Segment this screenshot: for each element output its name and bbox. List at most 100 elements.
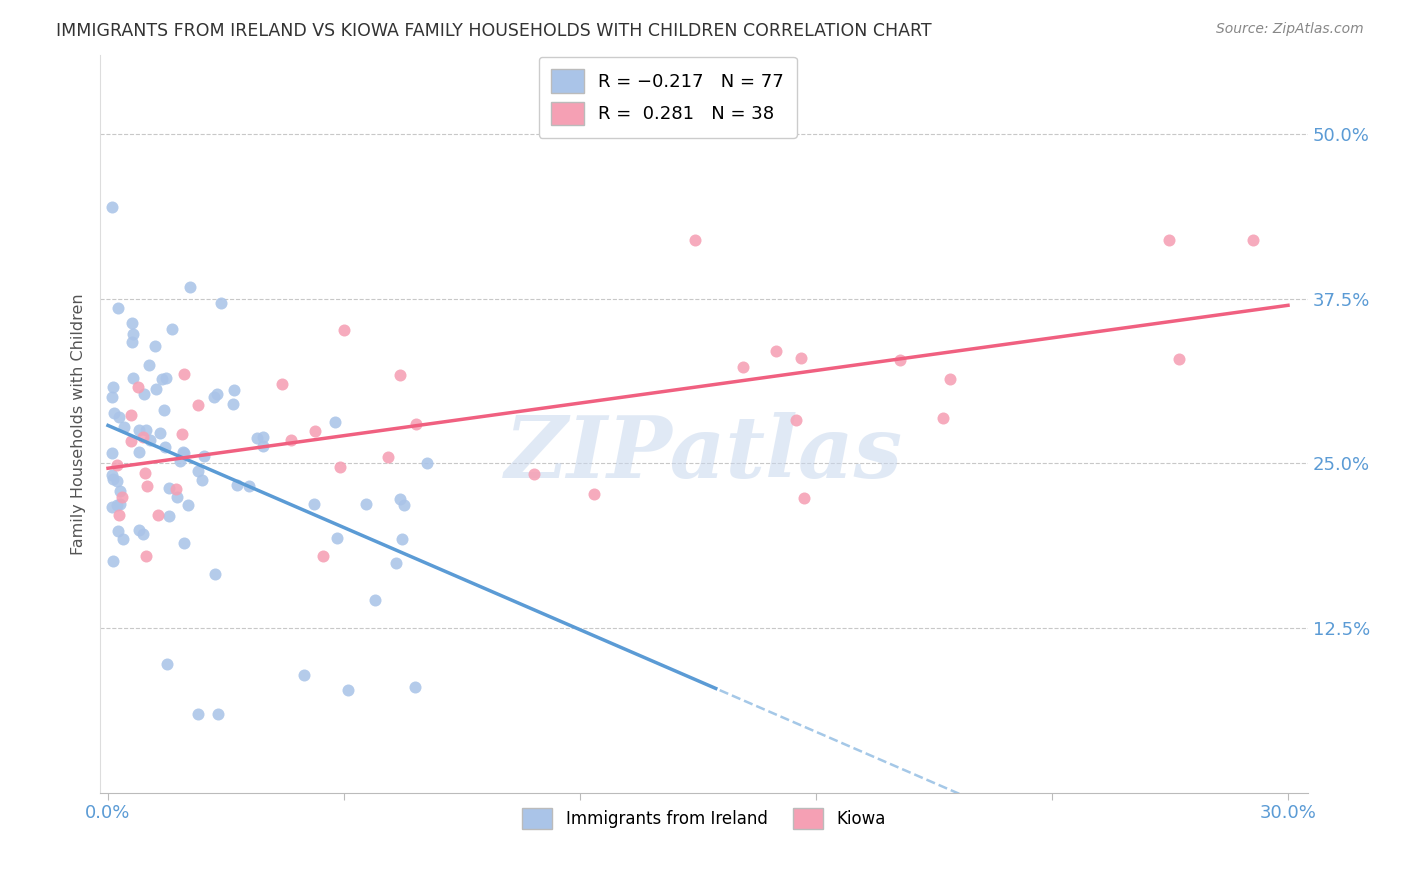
Point: [733, 359, 755, 374]
Point: [683, 233, 706, 247]
Point: [103, 406, 125, 420]
Point: [187, 706, 209, 721]
Point: [135, 549, 157, 563]
Point: [582, 487, 605, 501]
Point: [523, 467, 546, 481]
Y-axis label: Family Households with Children: Family Households with Children: [72, 293, 86, 555]
Point: [193, 449, 215, 463]
Point: [204, 566, 226, 581]
Point: [121, 316, 143, 330]
Point: [112, 532, 135, 546]
Point: [156, 657, 179, 671]
Point: [162, 322, 184, 336]
Text: ZIPatlas: ZIPatlas: [505, 411, 903, 495]
Point: [292, 667, 315, 681]
Point: [209, 296, 232, 310]
Point: [333, 323, 356, 337]
Point: [765, 344, 787, 359]
Point: [107, 301, 129, 316]
Point: [101, 554, 124, 568]
Point: [280, 433, 302, 447]
Point: [179, 280, 201, 294]
Point: [187, 464, 209, 478]
Point: [384, 556, 406, 570]
Point: [111, 490, 134, 504]
Point: [405, 417, 427, 431]
Point: [202, 390, 225, 404]
Point: [225, 477, 247, 491]
Point: [222, 383, 245, 397]
Text: Source: ZipAtlas.com: Source: ZipAtlas.com: [1216, 22, 1364, 37]
Point: [132, 386, 155, 401]
Point: [127, 380, 149, 394]
Point: [132, 430, 155, 444]
Point: [177, 498, 200, 512]
Point: [169, 453, 191, 467]
Legend: Immigrants from Ireland, Kiowa: Immigrants from Ireland, Kiowa: [516, 801, 891, 836]
Point: [128, 523, 150, 537]
Point: [145, 382, 167, 396]
Point: [416, 456, 439, 470]
Point: [148, 508, 170, 523]
Point: [112, 419, 135, 434]
Point: [157, 481, 180, 495]
Point: [252, 439, 274, 453]
Point: [105, 458, 128, 472]
Point: [388, 368, 411, 382]
Point: [132, 526, 155, 541]
Point: [155, 370, 177, 384]
Point: [304, 425, 326, 439]
Point: [790, 351, 813, 365]
Point: [138, 358, 160, 372]
Point: [105, 474, 128, 488]
Point: [207, 387, 229, 401]
Point: [312, 549, 335, 563]
Point: [101, 468, 124, 483]
Point: [1241, 233, 1264, 247]
Point: [391, 532, 413, 546]
Point: [108, 484, 131, 499]
Point: [120, 408, 142, 422]
Point: [135, 423, 157, 437]
Point: [134, 466, 156, 480]
Point: [323, 415, 346, 429]
Point: [222, 397, 245, 411]
Point: [101, 380, 124, 394]
Point: [377, 450, 399, 464]
Point: [191, 474, 214, 488]
Point: [135, 479, 157, 493]
Point: [101, 390, 124, 404]
Point: [785, 413, 807, 427]
Point: [152, 403, 174, 417]
Point: [329, 460, 352, 475]
Point: [101, 500, 124, 515]
Point: [166, 490, 188, 504]
Point: [128, 444, 150, 458]
Point: [252, 430, 274, 444]
Point: [108, 508, 131, 522]
Point: [326, 531, 349, 545]
Point: [207, 706, 229, 721]
Point: [270, 377, 292, 392]
Point: [364, 593, 387, 607]
Point: [173, 535, 195, 549]
Point: [793, 491, 815, 505]
Point: [889, 352, 911, 367]
Point: [153, 440, 176, 454]
Point: [157, 509, 180, 524]
Point: [143, 339, 166, 353]
Point: [122, 370, 145, 384]
Point: [939, 371, 962, 385]
Point: [337, 682, 360, 697]
Point: [120, 434, 142, 448]
Point: [173, 367, 195, 381]
Point: [166, 482, 188, 496]
Point: [128, 423, 150, 437]
Point: [1168, 351, 1191, 366]
Point: [107, 524, 129, 538]
Point: [105, 499, 128, 513]
Point: [172, 426, 194, 441]
Point: [354, 497, 377, 511]
Point: [108, 409, 131, 424]
Point: [121, 334, 143, 349]
